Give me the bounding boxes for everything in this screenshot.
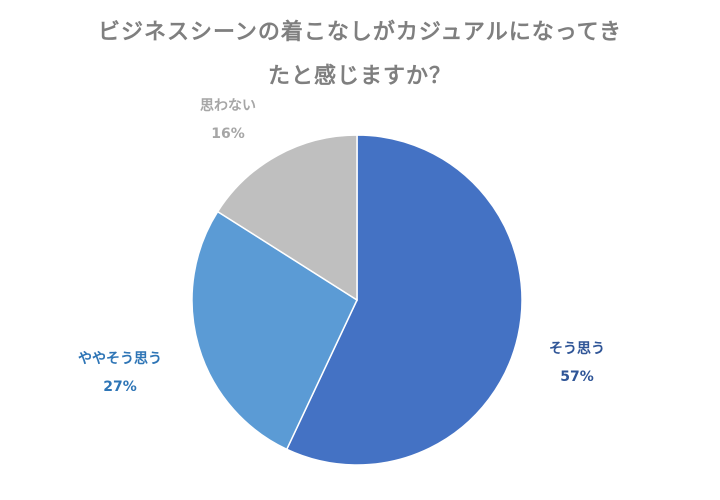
pie-slice-1 <box>285 134 523 466</box>
slice-label-value-1: 57% <box>560 369 594 385</box>
slice-label-value-3: 16% <box>211 126 245 142</box>
slice-label-value-2: 27% <box>103 379 137 395</box>
chart-title-line-1: ビジネスシーンの着こなしがカジュアルになってき <box>98 20 622 45</box>
slice-label-name-3: 思わない <box>200 98 256 114</box>
slice-label-name-2: ややそう思う <box>78 351 162 367</box>
pie-slice-3 <box>216 134 358 302</box>
chart-title-line-2: たと感じますか？ <box>267 64 452 89</box>
pie-slice-2 <box>191 210 358 451</box>
slice-label-name-1: そう思う <box>549 341 605 357</box>
